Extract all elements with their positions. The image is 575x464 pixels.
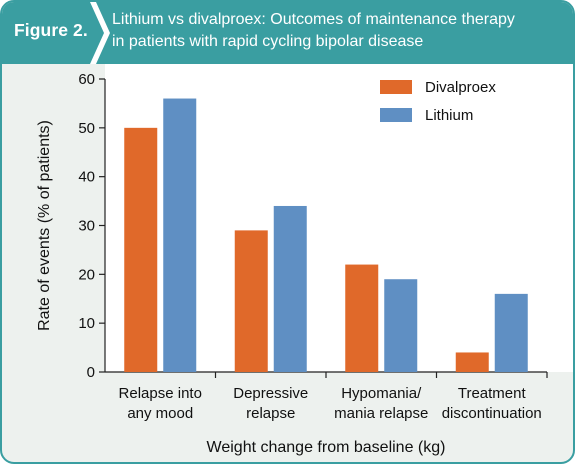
bar-divalproex [345, 264, 379, 372]
y-tick-label: 10 [78, 315, 95, 332]
x-category-label: relapse [246, 405, 295, 422]
y-axis-title: Rate of events (% of patients) [36, 120, 53, 331]
figure-title-line-2: in patients with rapid cycling bipolar d… [112, 33, 424, 50]
x-category-label: discontinuation [442, 405, 542, 422]
figure-title: Lithium vs divalproex: Outcomes of maint… [112, 9, 515, 53]
figure-label: Figure 2. [14, 20, 88, 40]
x-category-label: Depressive [233, 385, 308, 402]
bar-lithium [384, 279, 418, 372]
legend-swatch-lithium [380, 108, 412, 122]
x-category-label: Treatment [458, 385, 527, 402]
bar-lithium [273, 205, 307, 372]
legend-label-lithium: Lithium [425, 107, 473, 124]
y-tick-label: 20 [78, 266, 95, 283]
x-category-label: Hypomania/ [341, 385, 422, 402]
legend-label-divalproex: Divalproex [425, 79, 496, 96]
y-tick-label: 30 [78, 218, 95, 235]
bar-lithium [494, 293, 528, 372]
x-category-label: mania relapse [334, 405, 428, 422]
bar-chart: 0 10 20 30 40 50 60 Relapse into any mood Depress… [36, 64, 573, 456]
bar-divalproex [234, 230, 268, 372]
y-tick-label: 40 [78, 169, 95, 186]
x-category-label: Relapse into [119, 385, 202, 402]
bar-divalproex [455, 352, 489, 372]
figure-header: Figure 2. Lithium vs divalproex: Outcome… [2, 2, 573, 64]
chevron-divider-icon [90, 2, 110, 64]
legend-swatch-divalproex [380, 80, 412, 94]
x-axis-title: Weight change from baseline (kg) [207, 439, 446, 456]
figure-title-line-1: Lithium vs divalproex: Outcomes of maint… [112, 11, 515, 28]
bar-divalproex [124, 127, 158, 372]
y-tick-label: 50 [78, 120, 95, 137]
y-tick-label: 60 [78, 71, 95, 88]
y-tick-label: 0 [87, 364, 95, 381]
bar-lithium [163, 98, 197, 373]
x-category-label: any mood [127, 405, 193, 422]
